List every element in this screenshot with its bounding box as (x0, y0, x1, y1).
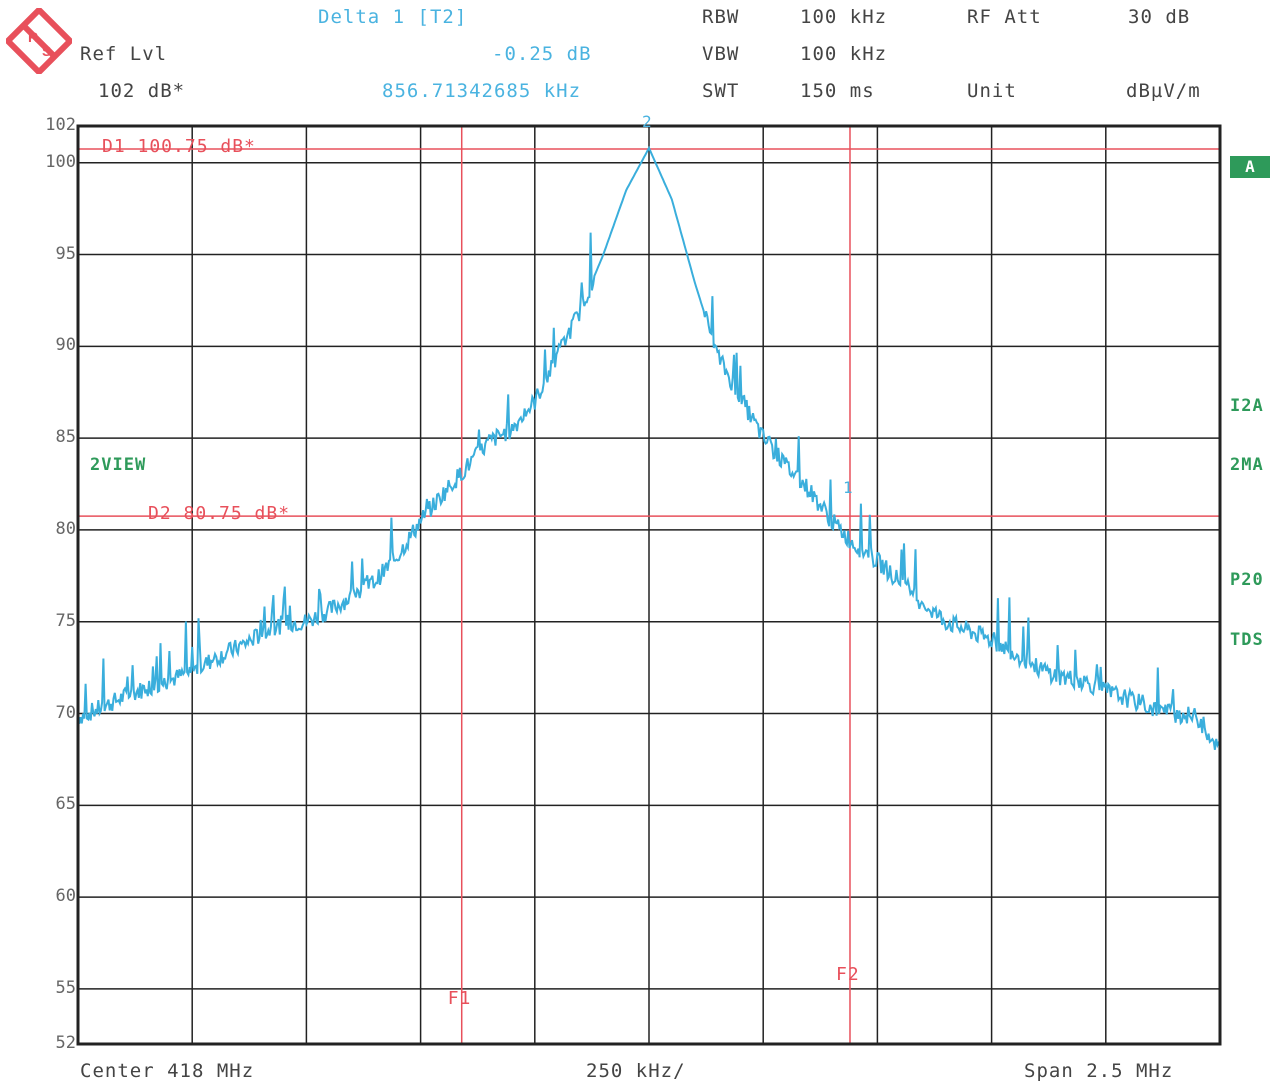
rf-att-value: 30 dB (1128, 6, 1191, 28)
status-label-p20: P20 (1230, 570, 1264, 590)
y-tick-label: 65 (55, 794, 76, 815)
unit-label: Unit (967, 80, 1017, 102)
swt-label: SWT (702, 80, 740, 102)
ref-level-label: Ref Lvl (80, 43, 168, 65)
rbw-label: RBW (702, 6, 740, 28)
freq-line-f2-label: F2 (835, 964, 860, 985)
rbw-value: 100 kHz (800, 6, 888, 28)
marker-d2-label: D2 80.75 dB* (148, 503, 291, 525)
peak-marker-label: 2 (642, 112, 653, 131)
division-scale: 250 kHz/ (586, 1060, 686, 1082)
delta-marker-label: 1 (842, 478, 854, 497)
marker-title: Delta 1 [T2] (318, 6, 468, 28)
unit-value: dBµV/m (1126, 80, 1201, 102)
ref-level-value: 102 dB* (98, 80, 186, 102)
delta-frequency: 856.71342685 kHz (382, 80, 582, 102)
y-tick-label: 102 (45, 115, 76, 135)
status-label-tds: TDS (1230, 630, 1264, 650)
marker-d1-label: D1 100.75 dB* (102, 135, 256, 157)
vbw-value: 100 kHz (800, 43, 888, 65)
frequency-span: Span 2.5 MHz (1024, 1060, 1174, 1082)
status-label-i2a: I2A (1230, 396, 1264, 416)
svg-text:R: R (28, 29, 38, 45)
grid (78, 126, 1220, 1044)
plot-frame (76, 124, 1222, 1046)
trace-badge: A (1230, 156, 1270, 178)
vbw-label: VBW (702, 43, 740, 65)
rf-att-label: RF Att (967, 6, 1042, 28)
delta-level: -0.25 dB (492, 43, 592, 65)
status-label-2ma: 2MA (1230, 455, 1264, 475)
y-tick-label: 55 (55, 977, 76, 998)
rohde-schwarz-logo-icon: R S (6, 8, 72, 74)
y-tick-label: 80 (55, 518, 76, 539)
y-tick-label: 85 (55, 427, 76, 448)
y-tick-label: 52 (55, 1033, 76, 1053)
spectrum-trace (77, 145, 1221, 750)
y-tick-label: 75 (55, 610, 76, 631)
y-tick-label: 95 (55, 243, 76, 264)
left-status-label: 2VIEW (90, 455, 147, 475)
y-tick-label: 100 (45, 151, 76, 172)
y-tick-label: 90 (55, 335, 76, 356)
y-tick-label: 70 (55, 702, 76, 723)
center-frequency: Center 418 MHz (80, 1060, 255, 1082)
y-tick-label: 60 (55, 886, 76, 907)
freq-line-f1-label: F1 (447, 988, 472, 1009)
swt-value: 150 ms (800, 80, 875, 102)
svg-text:S: S (42, 43, 51, 59)
